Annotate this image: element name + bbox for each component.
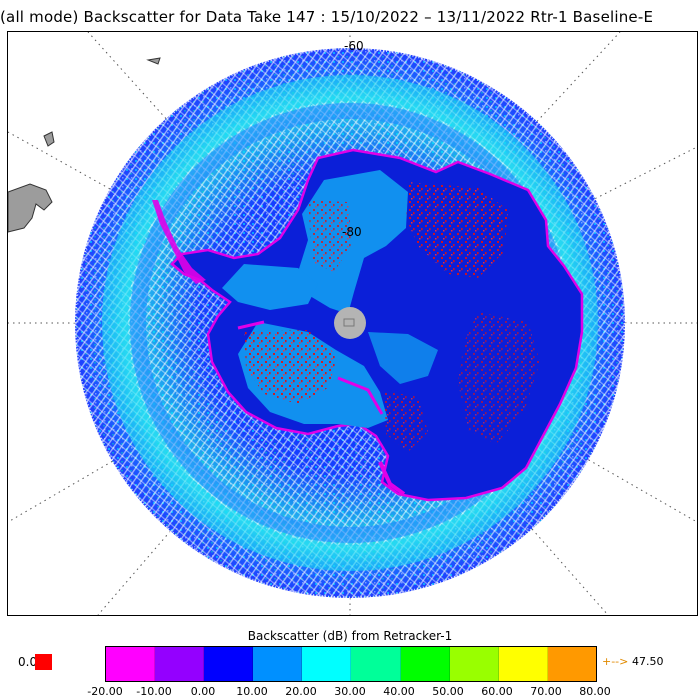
legend-bin-7 — [449, 647, 499, 681]
legend-min-value: 0.0 — [18, 655, 38, 669]
south-america-landmass — [8, 57, 161, 233]
legend-bin-3 — [253, 647, 303, 681]
antarctica-landmass — [152, 148, 584, 502]
legend-min-swatch — [35, 654, 52, 670]
latitude-label-60: -60 — [344, 39, 364, 53]
legend-tick-label: 60.00 — [481, 685, 513, 698]
legend-title: Backscatter (dB) from Retracker-1 — [247, 629, 453, 643]
legend-bin-8 — [498, 647, 548, 681]
latitude-label-80: -80 — [342, 225, 362, 239]
legend-bin-2 — [204, 647, 254, 681]
page-title: (all mode) Backscatter for Data Take 147… — [0, 8, 654, 26]
legend-bin-1 — [155, 647, 205, 681]
legend-tick-label: 70.00 — [530, 685, 562, 698]
legend-bin-6 — [400, 647, 450, 681]
pole-hole — [334, 307, 366, 339]
legend-tick-label: 10.00 — [236, 685, 268, 698]
polar-map: -60 -80 — [7, 31, 698, 616]
legend-bin-0 — [106, 647, 156, 681]
legend-tick-label: 40.00 — [383, 685, 415, 698]
color-scale-bar — [105, 646, 597, 682]
legend-bin-9 — [547, 647, 596, 681]
legend-tick-label: -10.00 — [136, 685, 172, 698]
legend-tick-label: -20.00 — [87, 685, 123, 698]
legend-max-arrow: +--> — [602, 655, 629, 668]
legend-tick-label: 0.00 — [190, 685, 216, 698]
map-svg: -60 -80 — [8, 32, 697, 615]
legend-tick-label: 80.00 — [579, 685, 611, 698]
legend-max-value: 47.50 — [632, 655, 664, 668]
legend-bin-4 — [302, 647, 352, 681]
legend-bin-5 — [351, 647, 401, 681]
legend-tick-label: 20.00 — [285, 685, 317, 698]
legend-tick-label: 50.00 — [432, 685, 464, 698]
legend-tick-label: 30.00 — [334, 685, 366, 698]
